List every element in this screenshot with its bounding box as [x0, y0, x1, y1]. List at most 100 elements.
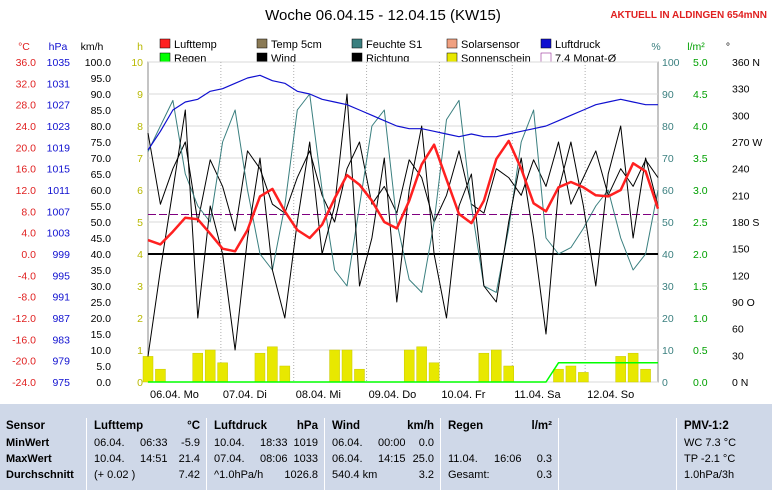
wind-header: Wind km/h: [332, 420, 434, 432]
lufttemp-avg-value: 7.42: [178, 469, 200, 481]
luftdruck-unit: hPa: [296, 420, 318, 432]
regen-unit: l/m²: [531, 420, 552, 432]
degrees-tick: 270 W: [732, 137, 762, 149]
pmv-header: PMV-1:2: [684, 420, 729, 432]
x-axis-label: 06.04. Mo: [150, 389, 199, 401]
percent-tick: 40: [662, 249, 674, 261]
luftdruck-max-time: 08:06: [260, 453, 288, 465]
celsius-tick: 32.0: [16, 78, 37, 90]
x-axis-label: 11.04. Sa: [514, 389, 561, 401]
legend-swatch: [159, 52, 171, 63]
pmv-windchill: WC 7.3 °C: [684, 437, 737, 449]
x-axis-label: 08.04. Mi: [296, 389, 341, 401]
axis-unit: °C: [18, 41, 30, 53]
kmh-tick: 70.0: [91, 153, 112, 165]
wind-unit: km/h: [407, 420, 434, 432]
celsius-tick: 12.0: [16, 185, 37, 197]
sunshine-bar: [416, 346, 427, 383]
hours-tick: 6: [137, 185, 143, 197]
sunshine-bar: [503, 365, 514, 383]
kmh-tick: 40.0: [91, 249, 112, 261]
kmh-tick: 50.0: [91, 217, 112, 229]
kmh-tick: 75.0: [91, 137, 112, 149]
sunshine-bar: [615, 356, 626, 383]
kmh-tick: 20.0: [91, 313, 112, 325]
percent-tick: 10: [662, 345, 674, 357]
lufttemp-max-value: 21.4: [178, 453, 200, 465]
degrees-tick: 90 O: [732, 297, 755, 309]
celsius-tick: -16.0: [12, 334, 36, 346]
legend-label: Luftdruck: [555, 39, 601, 51]
kmh-tick: 10.0: [91, 345, 112, 357]
degrees-tick: 180 S: [732, 217, 759, 229]
wind-min-time: 00:00: [378, 437, 406, 449]
x-axis-label: 09.04. Do: [369, 389, 417, 401]
hours-tick: 2: [137, 313, 143, 325]
luftdruck-trend: ^1.0hPa/h: [214, 469, 264, 481]
degrees-tick: 30: [732, 350, 744, 362]
sunshine-bar: [578, 372, 589, 383]
legend-swatch: [256, 52, 268, 63]
kmh-tick: 100.0: [85, 57, 111, 69]
kmh-tick: 30.0: [91, 281, 112, 293]
lufttemp-unit: °C: [187, 420, 200, 432]
axis-labels: 36.032.028.024.020.016.012.08.04.00.0-4.…: [12, 57, 762, 389]
percent-tick: 80: [662, 121, 674, 133]
stats-panel: Sensor MinWert MaxWert Durchschnitt Luft…: [0, 404, 772, 490]
legend-swatch: [159, 38, 171, 49]
lm2-tick: 3.0: [693, 185, 708, 197]
luftdruck-title: Luftdruck: [214, 420, 268, 432]
kmh-tick: 85.0: [91, 105, 112, 117]
sunshine-bar: [403, 349, 415, 383]
kmh-tick: 60.0: [91, 185, 112, 197]
celsius-tick: 36.0: [16, 57, 37, 69]
hours-tick: 5: [137, 217, 143, 229]
legend-swatch: [540, 52, 552, 63]
pmv-dewpoint: TP -2.1 °C: [684, 453, 736, 465]
hours-tick: 1: [137, 345, 143, 357]
celsius-tick: 20.0: [16, 142, 37, 154]
lm2-tick: 5.0: [693, 57, 708, 69]
luftdruck-min-date: 10.04.: [214, 437, 245, 449]
legend-label: Lufttemp: [174, 39, 217, 51]
sunshine-bar: [627, 352, 639, 383]
sunshine-bar: [428, 362, 440, 383]
lm2-tick: 2.5: [693, 217, 708, 229]
sunshine-bar: [192, 352, 204, 383]
series-luftdruck: [147, 74, 658, 151]
percent-tick: 100: [662, 57, 680, 69]
percent-tick: 30: [662, 281, 674, 293]
luftdruck-header: Luftdruck hPa: [214, 420, 318, 432]
regen-total-label: Gesamt:: [448, 469, 490, 481]
lufttemp-min-time: 06:33: [140, 437, 168, 449]
degrees-tick: 240: [732, 164, 750, 176]
stats-row-label: MinWert: [6, 437, 50, 449]
axis-unit: %: [651, 41, 660, 53]
percent-tick: 50: [662, 217, 674, 229]
degrees-tick: 0 N: [732, 377, 748, 389]
x-axis-label: 12.04. So: [587, 389, 634, 401]
hpa-tick: 1027: [47, 100, 71, 112]
kmh-tick: 15.0: [91, 329, 112, 341]
degrees-tick: 150: [732, 244, 750, 256]
hours-tick: 3: [137, 281, 143, 293]
series-richtung: [147, 133, 659, 232]
legend-swatch: [351, 52, 363, 63]
percent-tick: 70: [662, 153, 674, 165]
lm2-tick: 2.0: [693, 249, 708, 261]
lm2-tick: 1.0: [693, 313, 708, 325]
kmh-tick: 90.0: [91, 89, 112, 101]
series-feuchte: [147, 93, 659, 293]
kmh-tick: 25.0: [91, 297, 112, 309]
location-banner: AKTUELL IN ALDINGEN 654mNN: [610, 10, 767, 21]
hours-tick: 9: [137, 89, 143, 101]
lm2-tick: 0.5: [693, 345, 708, 357]
series-lufttemp: [147, 139, 660, 253]
kmh-tick: 5.0: [96, 361, 111, 373]
lm2-tick: 4.0: [693, 121, 708, 133]
lm2-tick: 1.5: [693, 281, 708, 293]
hours-tick: 0: [137, 377, 143, 389]
stats-regen-col: Regen l/m² 11.04. 16:06 0.3 Gesamt: 0.3: [442, 404, 556, 490]
degrees-tick: 300: [732, 110, 750, 122]
hpa-tick: 995: [52, 270, 70, 282]
